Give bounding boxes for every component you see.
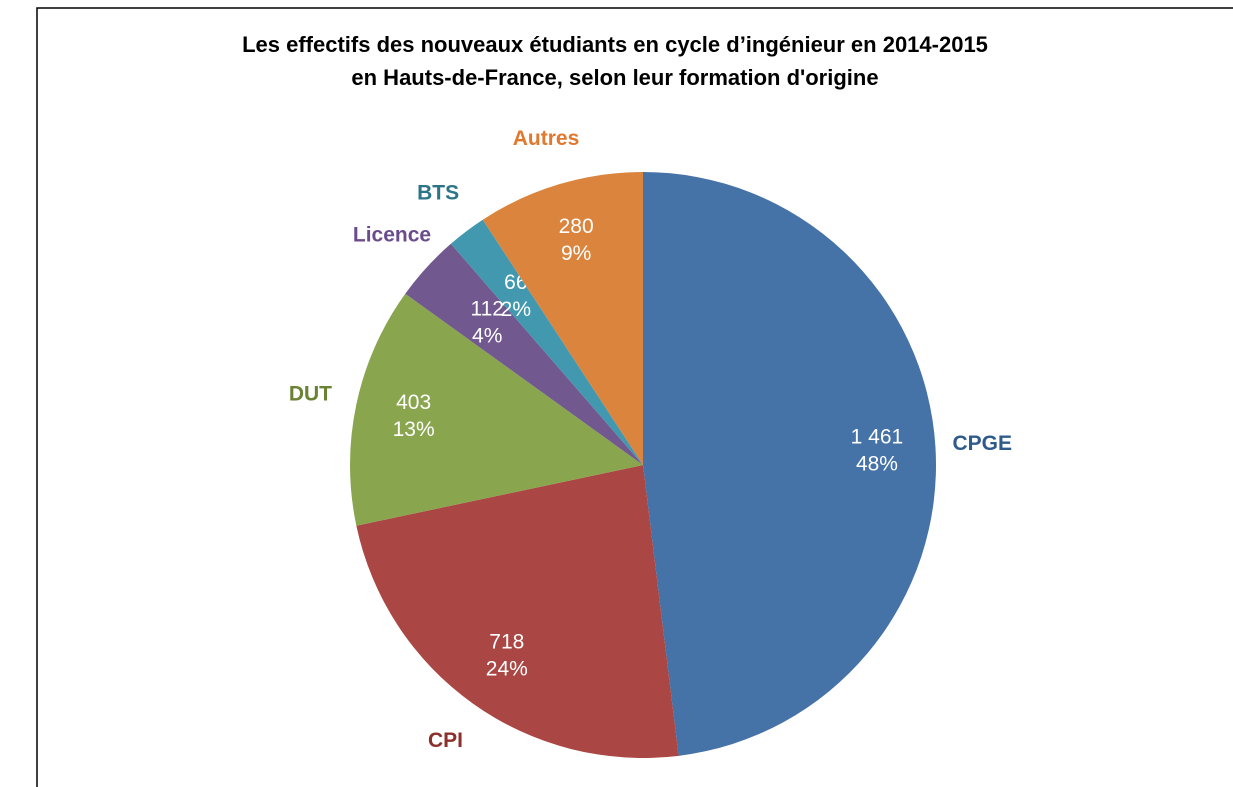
- value-label: 1 461: [851, 425, 904, 448]
- category-label: CPI: [428, 729, 463, 752]
- pie-slice: [356, 465, 679, 758]
- category-label: CPGE: [952, 432, 1012, 455]
- pie-slice: [350, 293, 643, 526]
- value-label: 112: [470, 297, 503, 320]
- category-label: DUT: [289, 382, 332, 405]
- category-label: BTS: [417, 181, 459, 204]
- value-label: 280: [559, 215, 594, 238]
- value-label: 718: [489, 630, 524, 653]
- percent-label: 2%: [501, 298, 531, 321]
- category-label: Autres: [513, 127, 580, 150]
- percent-label: 48%: [856, 452, 898, 475]
- pie-slice: [405, 243, 643, 465]
- chart-frame: [36, 7, 1233, 787]
- category-label: Licence: [353, 223, 431, 246]
- pie-slice: [450, 219, 643, 465]
- percent-label: 13%: [393, 418, 435, 441]
- percent-label: 9%: [561, 242, 591, 265]
- pie-slice: [482, 172, 643, 465]
- percent-label: 4%: [472, 324, 502, 347]
- chart-title: Les effectifs des nouveaux étudiants en …: [242, 32, 988, 57]
- percent-label: 24%: [486, 657, 528, 680]
- chart-title: en Hauts-de-France, selon leur formation…: [351, 65, 878, 90]
- pie-slice: [643, 172, 937, 756]
- value-label: 403: [396, 391, 431, 414]
